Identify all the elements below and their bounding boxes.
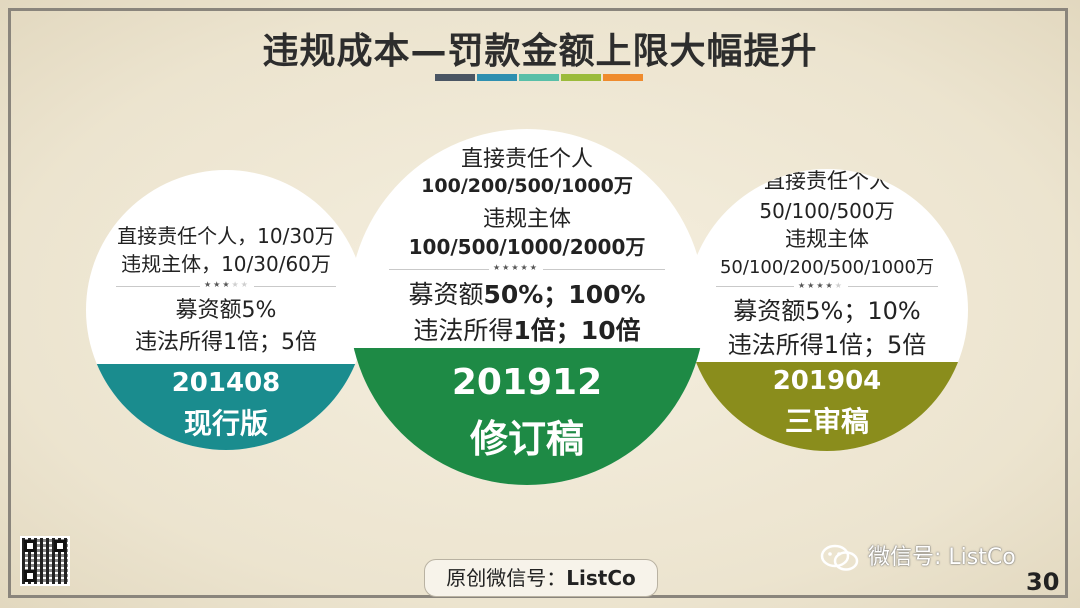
rating-star: ★	[502, 263, 512, 272]
rating-star: ★	[493, 263, 503, 272]
left-version-label: 现行版	[183, 407, 268, 440]
mid-illegal-gains-value: 1倍；10倍	[513, 316, 641, 345]
left-rating-stars: ★★★★★	[200, 280, 254, 289]
wechat-watermark: 微信号: ListCo	[820, 540, 1040, 576]
title-bar-segment-4	[561, 74, 601, 81]
rating-star: ★	[816, 281, 826, 290]
right-fundraising-penalty: 募资额5%；10%	[733, 297, 921, 325]
qr-code-image	[20, 536, 70, 586]
wechat-icon	[820, 544, 859, 571]
mid-version-date: 201912	[451, 362, 603, 403]
right-individual-penalty: 50/100/500万	[759, 199, 895, 223]
rating-star: ★	[520, 263, 530, 272]
mid-entity-penalty: 100/500/1000/2000万	[408, 235, 646, 259]
left-fundraising-penalty: 募资额5%	[175, 298, 277, 323]
rating-star: ★	[825, 281, 835, 290]
right-version-band: 201904 三审稿	[686, 362, 968, 451]
qr-corner-tr	[54, 540, 66, 552]
left-individual-penalty: 直接责任个人，10/30万	[117, 224, 335, 248]
mid-illegal-gains-penalty: 违法所得1倍；10倍	[349, 311, 705, 347]
mid-rating-stars: ★★★★★	[489, 263, 543, 272]
right-individual-label: 直接责任个人	[764, 169, 890, 193]
mid-fundraising-value: 50%；100%	[483, 280, 646, 309]
right-entity-label: 违规主体	[785, 227, 869, 251]
rating-star: ★	[222, 280, 232, 289]
right-version-label: 三审稿	[784, 405, 869, 438]
left-version-band: 201408 现行版	[86, 364, 366, 450]
circle-third-review-draft: 直接责任个人 50/100/500万 违规主体 50/100/200/500/1…	[686, 169, 968, 451]
rating-star: ★	[511, 263, 521, 272]
left-entity-penalty: 违规主体，10/30/60万	[121, 252, 331, 276]
right-entity-penalty: 50/100/200/500/1000万	[719, 257, 935, 278]
wechat-watermark-text: 微信号: ListCo	[868, 545, 1016, 570]
title-bar-segment-2	[477, 74, 517, 81]
rating-star: ★	[529, 263, 539, 272]
mid-version-label: 修订稿	[469, 417, 584, 461]
mid-individual-penalty: 100/200/500/1000万	[421, 175, 633, 197]
mid-fundraising-penalty: 募资额50%；100%	[349, 275, 705, 311]
mid-fundraising-label: 募资额	[408, 280, 484, 309]
left-version-date: 201408	[171, 368, 281, 398]
mid-version-band: 201912 修订稿	[349, 348, 705, 485]
rating-star: ★	[798, 281, 808, 290]
title-bar-segment-5	[603, 74, 643, 81]
source-account-id: ListCo	[566, 566, 636, 590]
circle-current-version: 直接责任个人，10/30万 违规主体，10/30/60万 ★★★★★ 募资额5%…	[86, 170, 366, 450]
rating-star: ★	[231, 280, 241, 289]
title-bar-segment-3	[519, 74, 559, 81]
mid-illegal-gains-label: 违法所得	[413, 316, 514, 345]
rating-star: ★	[834, 281, 844, 290]
right-rating-stars: ★★★★★	[794, 281, 848, 290]
source-account-label: 原创微信号：	[446, 566, 567, 590]
rating-star: ★	[204, 280, 214, 289]
source-account-box: 原创微信号：ListCo	[424, 559, 658, 597]
right-version-date: 201904	[772, 366, 882, 396]
rating-star: ★	[240, 280, 250, 289]
circle-revision-draft: 直接责任个人 100/200/500/1000万 违规主体 100/500/10…	[349, 129, 705, 485]
rating-star: ★	[213, 280, 223, 289]
title-bar-segment-1	[435, 74, 475, 81]
mid-entity-label: 违规主体	[482, 207, 571, 232]
qr-corner-bl	[24, 570, 36, 582]
slide-title: 违规成本—罚款金额上限大幅提升	[262, 31, 818, 72]
rating-star: ★	[807, 281, 817, 290]
page-number: 30	[1026, 568, 1060, 596]
mid-individual-label: 直接责任个人	[460, 147, 593, 172]
right-illegal-gains-penalty: 违法所得1倍；5倍	[727, 331, 927, 359]
qr-corner-tl	[24, 540, 36, 552]
left-illegal-gains-penalty: 违法所得1倍；5倍	[135, 330, 317, 355]
